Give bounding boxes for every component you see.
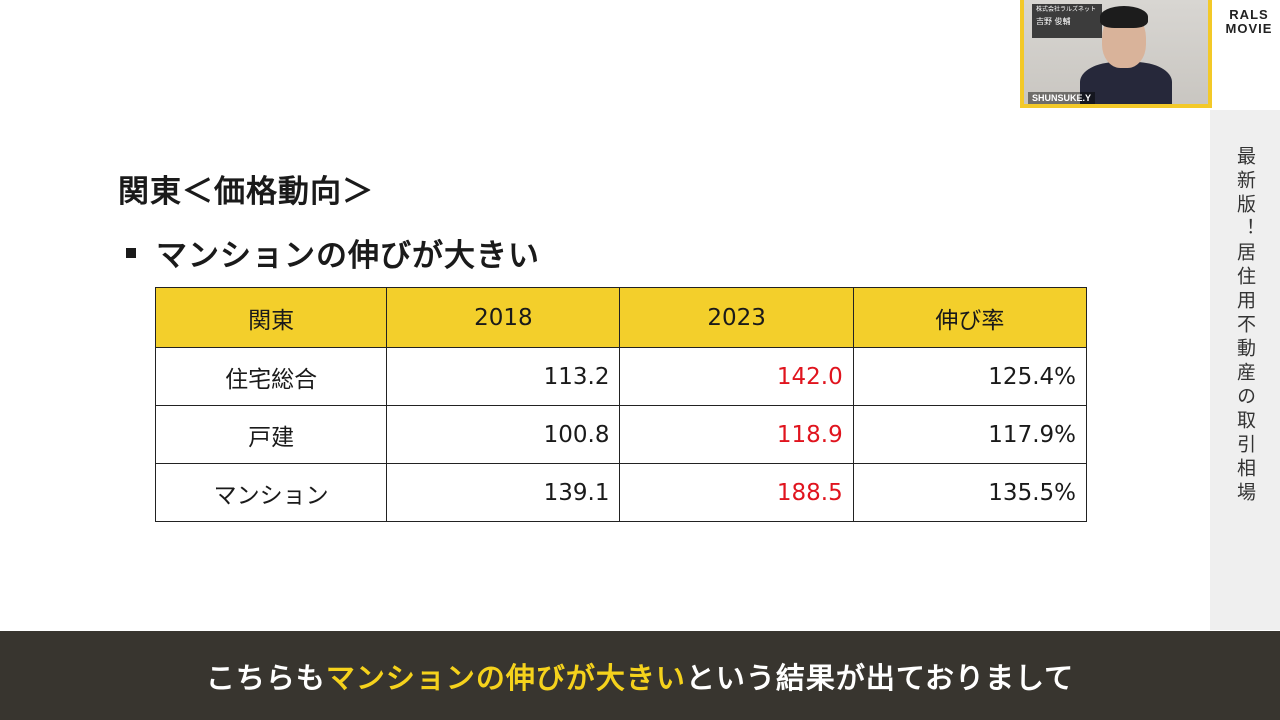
header-2018: 2018 <box>386 287 621 348</box>
value-2023: 118.9 <box>619 405 854 464</box>
presenter-hair <box>1100 6 1148 28</box>
webcam-feed: 株式会社ラルズネット 吉野 俊輔 SHUNSUKE.Y <box>1024 0 1208 104</box>
slide-bullet: マンションの伸びが大きい <box>126 230 540 275</box>
brand-logo: RALS MOVIE <box>1218 8 1280 36</box>
table-row: 住宅総合 113.2 142.0 125.4% <box>154 347 1088 406</box>
row-label: 戸建 <box>154 405 388 464</box>
price-trend-table: 関東 2018 2023 伸び率 住宅総合 113.2 142.0 125.4%… <box>154 287 1088 522</box>
value-growth: 135.5% <box>852 463 1088 522</box>
header-growth: 伸び率 <box>852 287 1088 348</box>
table-row: マンション 139.1 188.5 135.5% <box>154 463 1088 522</box>
table-header-row: 関東 2018 2023 伸び率 <box>154 287 1088 348</box>
vertical-title: 最新版！居住用不動産の取引相場 <box>1234 146 1256 506</box>
presenter-body <box>1080 62 1172 104</box>
caption-highlight: マンションの伸びが大きい <box>325 660 686 695</box>
bullet-text: マンションの伸びが大きい <box>156 238 540 274</box>
caption-after: という結果が出ておりまして <box>685 660 1075 695</box>
value-2023: 142.0 <box>619 347 854 406</box>
presenter-sign: 株式会社ラルズネット 吉野 俊輔 <box>1032 4 1102 38</box>
header-2023: 2023 <box>619 287 854 348</box>
header-region: 関東 <box>154 287 388 348</box>
value-2023: 188.5 <box>619 463 854 522</box>
value-2018: 139.1 <box>386 463 621 522</box>
subtitle-caption: こちらも マンションの伸びが大きい という結果が出ておりまして <box>0 631 1280 720</box>
caption-before: こちらも <box>205 660 326 695</box>
brand-line2: MOVIE <box>1225 21 1273 36</box>
vertical-title-sidebar: 最新版！居住用不動産の取引相場 <box>1210 110 1280 630</box>
sign-company: 株式会社ラルズネット <box>1036 6 1097 13</box>
value-2018: 100.8 <box>386 405 621 464</box>
value-growth: 117.9% <box>852 405 1088 464</box>
value-2018: 113.2 <box>386 347 621 406</box>
value-growth: 125.4% <box>852 347 1088 406</box>
table-row: 戸建 100.8 118.9 117.9% <box>154 405 1088 464</box>
bullet-square-icon <box>126 247 136 258</box>
presenter-name-tag: SHUNSUKE.Y <box>1028 92 1096 104</box>
webcam-overlay: 株式会社ラルズネット 吉野 俊輔 SHUNSUKE.Y <box>1020 0 1212 108</box>
slide-title: 関東＜価格動向＞ <box>118 174 374 210</box>
brand-line1: RALS <box>1229 7 1269 22</box>
row-label: 住宅総合 <box>154 347 388 406</box>
sign-name: 吉野 俊輔 <box>1036 17 1071 26</box>
row-label: マンション <box>154 463 388 522</box>
